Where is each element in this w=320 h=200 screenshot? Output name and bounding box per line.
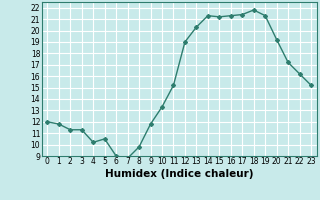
X-axis label: Humidex (Indice chaleur): Humidex (Indice chaleur) <box>105 169 253 179</box>
